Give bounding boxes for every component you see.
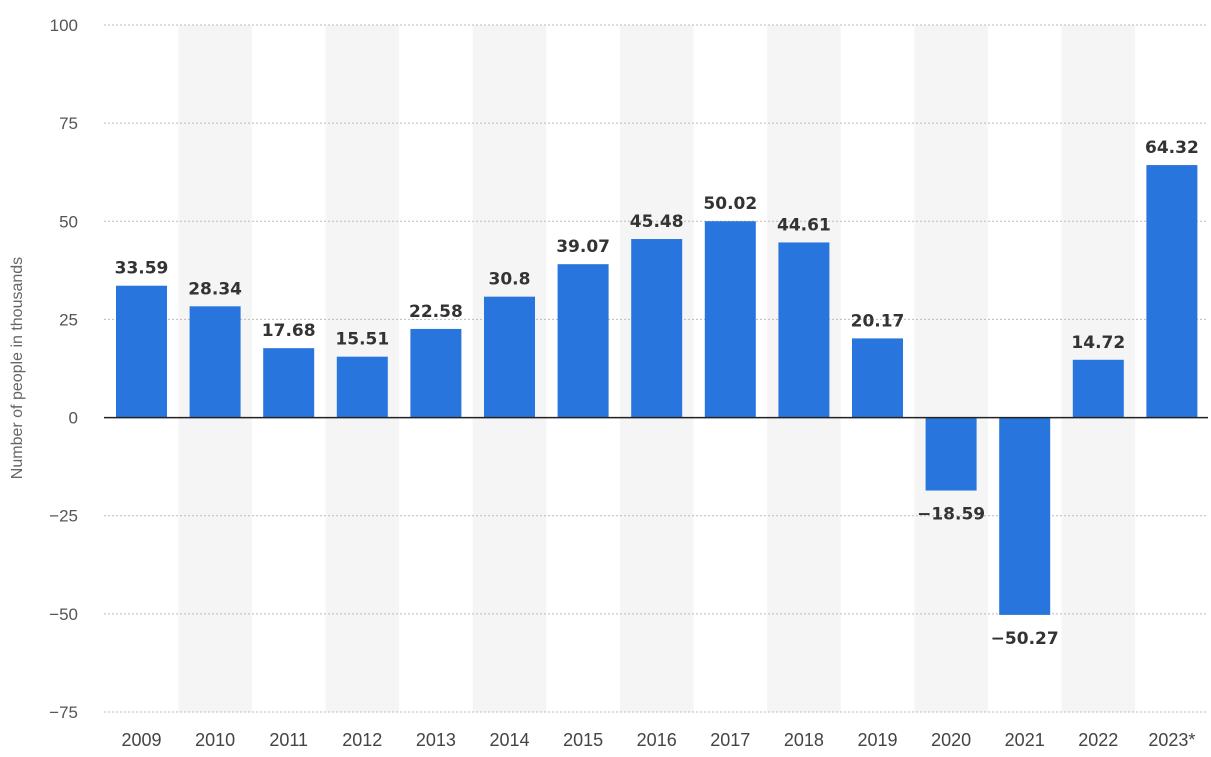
y-tick-label: 25 xyxy=(59,310,78,329)
data-label: 45.48 xyxy=(630,212,684,232)
bar-2010 xyxy=(189,306,241,418)
bar-2011 xyxy=(263,348,315,418)
x-tick-label: 2014 xyxy=(489,730,529,750)
data-label: 14.72 xyxy=(1071,333,1125,353)
data-label: −18.59 xyxy=(917,505,985,525)
bar-2017 xyxy=(704,221,756,418)
y-tick-label: 75 xyxy=(59,114,78,133)
data-label: 22.58 xyxy=(409,302,463,322)
x-tick-label: 2010 xyxy=(195,730,235,750)
bar-2019 xyxy=(852,338,903,418)
x-tick-label: 2021 xyxy=(1005,730,1045,750)
data-label: 30.8 xyxy=(489,270,531,290)
bars xyxy=(116,165,1198,615)
bar-2021 xyxy=(999,417,1051,615)
x-tick-label: 2012 xyxy=(342,730,382,750)
x-tick-label: 2019 xyxy=(857,730,897,750)
bar-2022 xyxy=(1072,359,1124,418)
data-label: 50.02 xyxy=(703,194,757,214)
x-tick-label: 2018 xyxy=(784,730,824,750)
x-tick-label: 2020 xyxy=(931,730,971,750)
data-label: 20.17 xyxy=(851,311,905,331)
bar-2015 xyxy=(557,264,609,418)
bar-2012 xyxy=(336,356,388,418)
data-label: 28.34 xyxy=(188,279,242,299)
bar-2016 xyxy=(631,239,683,418)
bar-2023* xyxy=(1146,165,1198,418)
x-axis-ticks: 2009 2010 2011 2012 2013 2014 2015 2016 2017 2018… xyxy=(121,730,1195,750)
y-tick-label: −75 xyxy=(49,703,78,722)
y-tick-label: 50 xyxy=(59,212,78,231)
y-axis-ticks: 100 75 50 25 0 −25 −50 −75 xyxy=(49,16,78,722)
bar-2009 xyxy=(116,285,167,418)
y-tick-label: 100 xyxy=(50,16,78,35)
x-tick-label: 2013 xyxy=(416,730,456,750)
data-label: 39.07 xyxy=(556,237,610,257)
data-label: 17.68 xyxy=(262,321,316,341)
data-label: −50.27 xyxy=(991,629,1059,649)
y-tick-label: 0 xyxy=(69,409,78,428)
x-tick-label: 2016 xyxy=(637,730,677,750)
x-tick-label: 2022 xyxy=(1078,730,1118,750)
column-band xyxy=(914,25,988,712)
y-axis-title: Number of people in thousands xyxy=(9,257,26,479)
data-labels: 33.59 28.34 17.68 15.51 22.58 30.8 39.07 45.48 5… xyxy=(115,138,1199,649)
data-label: 64.32 xyxy=(1145,138,1199,158)
x-tick-label: 2011 xyxy=(269,730,308,750)
x-tick-label: 2023* xyxy=(1148,730,1195,750)
data-label: 15.51 xyxy=(335,330,389,350)
x-tick-label: 2015 xyxy=(563,730,603,750)
y-tick-label: −50 xyxy=(49,605,78,624)
data-label: 33.59 xyxy=(115,259,169,279)
x-tick-label: 2009 xyxy=(121,730,161,750)
y-tick-label: −25 xyxy=(49,507,78,526)
data-label: 44.61 xyxy=(777,215,831,235)
x-tick-label: 2017 xyxy=(710,730,750,750)
bar-2013 xyxy=(410,328,462,418)
bar-2020 xyxy=(925,417,977,491)
bar-2018 xyxy=(778,242,830,418)
bar-2014 xyxy=(484,296,535,418)
